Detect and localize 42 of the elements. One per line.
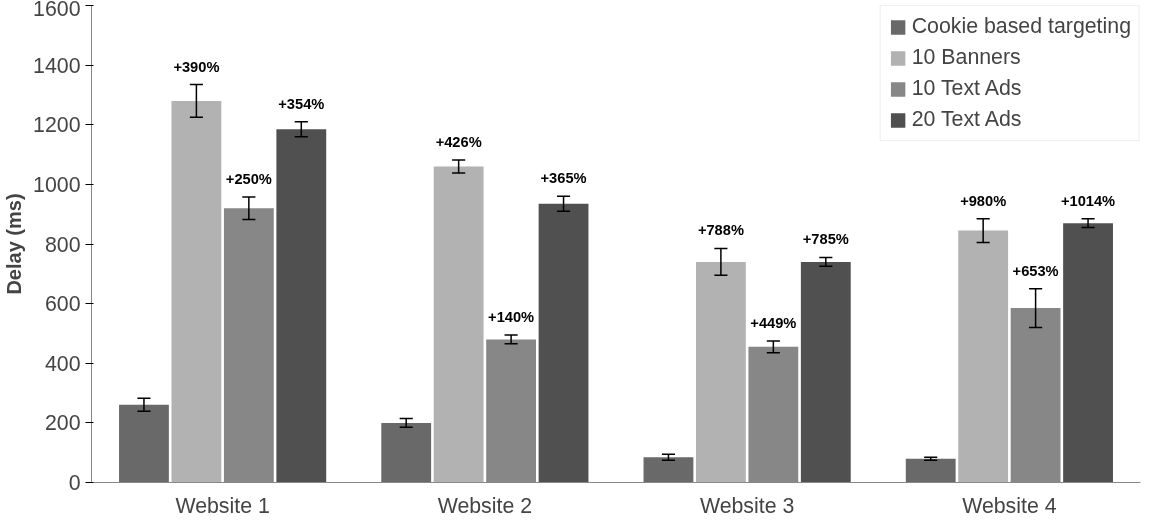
legend-label: 10 Text Ads	[911, 76, 1022, 101]
y-tick-label: 1600	[33, 0, 81, 21]
annotation: +449%	[750, 314, 797, 331]
annotation: +250%	[225, 170, 272, 187]
legend-label: Cookie based targeting	[911, 14, 1131, 39]
bar	[119, 404, 169, 483]
bar	[171, 100, 222, 483]
annotation: +140%	[488, 308, 535, 325]
annotation: +354%	[278, 95, 325, 112]
y-axis-title: Delay (ms)	[3, 193, 26, 295]
annotation: +426%	[435, 133, 482, 150]
y-tick-label: 1000	[33, 172, 81, 197]
annotation: +390%	[173, 58, 220, 75]
y-tick-label: 1200	[33, 113, 81, 138]
x-tick-label: Website 4	[962, 493, 1057, 518]
y-tick-label: 600	[44, 292, 81, 317]
annotation: +653%	[1012, 262, 1059, 279]
y-tick-label: 400	[44, 351, 81, 376]
x-tick-label: Website 2	[437, 493, 533, 518]
annotation: +1014%	[1060, 192, 1116, 209]
x-tick-label: Website 1	[175, 493, 270, 518]
annotation: +785%	[802, 231, 849, 248]
annotation: +365%	[540, 170, 587, 187]
bar	[958, 230, 1009, 483]
bar	[1063, 223, 1113, 483]
y-tick-label: 1400	[33, 53, 81, 78]
bar	[695, 261, 746, 483]
bar	[381, 422, 432, 483]
legend-label: 10 Banners	[911, 45, 1021, 70]
x-tick-label: Website 3	[699, 493, 795, 518]
y-tick-label: 800	[44, 232, 81, 257]
bar	[800, 261, 851, 483]
y-tick-label: 0	[68, 471, 81, 495]
bar	[643, 457, 694, 483]
annotation: +788%	[697, 222, 744, 239]
bar	[433, 166, 484, 483]
bar	[538, 203, 589, 483]
y-tick-label: 200	[44, 411, 81, 436]
bar	[905, 458, 956, 483]
legend-label: 20 Text Ads	[911, 107, 1022, 132]
bar	[276, 129, 327, 483]
annotation: +980%	[960, 192, 1007, 209]
